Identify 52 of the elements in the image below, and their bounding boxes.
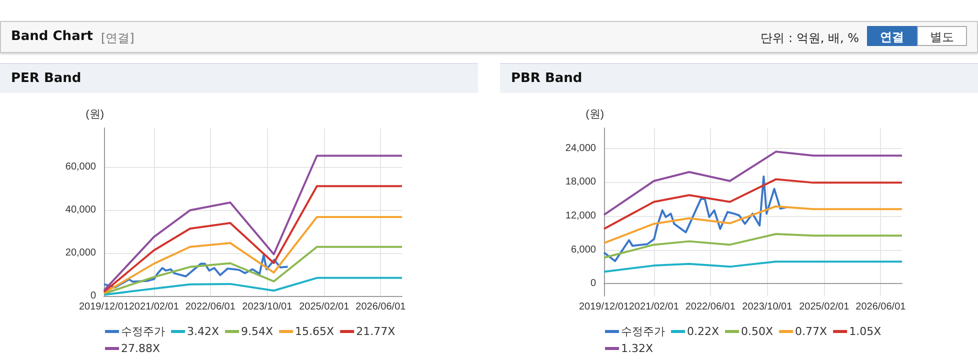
legend-label: 3.42X bbox=[187, 325, 220, 338]
legend-label: 수정주가 bbox=[121, 325, 165, 338]
x-tick-label: 2023/10/01 bbox=[242, 302, 293, 312]
line-series bbox=[603, 260, 903, 273]
y-tick-label: 24,000 bbox=[565, 142, 596, 154]
legend-label: 27.88X bbox=[121, 342, 160, 355]
toggle-button: 별도 bbox=[917, 26, 967, 46]
line-series bbox=[603, 175, 789, 262]
text: Band Chart bbox=[11, 29, 93, 44]
line-series bbox=[603, 178, 903, 230]
legend-label: 0.22X bbox=[687, 325, 720, 338]
toggle-button-selected: 연결 bbox=[867, 26, 917, 46]
y-axis-title: (원) bbox=[586, 108, 604, 120]
x-tick-label: 2026/06/01 bbox=[356, 302, 406, 312]
chart-title: PBR Band bbox=[500, 63, 978, 93]
y-tick-label: 40,000 bbox=[65, 204, 96, 216]
legend-label: 1.05X bbox=[849, 325, 882, 338]
legend-label: 0.50X bbox=[741, 325, 774, 338]
line-series bbox=[103, 216, 403, 294]
x-tick-label: 2025/02/01 bbox=[299, 302, 350, 312]
line-series bbox=[103, 254, 289, 288]
x-tick-label: 2025/02/01 bbox=[799, 302, 850, 312]
x-tick-label: 2019/12/01 bbox=[78, 302, 130, 312]
line-series bbox=[603, 232, 903, 259]
y-tick-label: 20,000 bbox=[65, 247, 96, 258]
chart-title: PER Band bbox=[0, 63, 478, 93]
y-tick-label: 6,000 bbox=[570, 244, 596, 256]
y-tick-label: 0 bbox=[590, 278, 596, 290]
line-series bbox=[603, 150, 903, 216]
x-tick-label: 2021/02/01 bbox=[628, 302, 680, 312]
line-series bbox=[103, 185, 403, 293]
text: [연결] bbox=[101, 30, 134, 47]
y-tick-label: 0 bbox=[90, 290, 96, 302]
x-tick-label: 2021/02/01 bbox=[128, 302, 180, 312]
x-tick-label: 2026/06/01 bbox=[856, 302, 906, 312]
y-axis-title: (원) bbox=[86, 108, 104, 120]
legend-label: 21.77X bbox=[356, 325, 396, 338]
legend-label: 15.65X bbox=[295, 325, 335, 338]
legend-label: 1.32X bbox=[621, 342, 654, 355]
x-tick-label: 2019/12/01 bbox=[578, 302, 630, 312]
x-tick-label: 2022/06/01 bbox=[685, 302, 736, 312]
text: 단위 : 억원, 배, % bbox=[760, 30, 859, 47]
legend-label: 9.54X bbox=[241, 325, 274, 338]
y-tick-label: 18,000 bbox=[565, 176, 596, 188]
line-series bbox=[103, 154, 403, 292]
y-tick-label: 60,000 bbox=[65, 161, 96, 172]
legend-label: 0.77X bbox=[795, 325, 828, 338]
x-tick-label: 2023/10/01 bbox=[742, 302, 793, 312]
x-tick-label: 2022/06/01 bbox=[185, 302, 236, 312]
legend-label: 수정주가 bbox=[621, 325, 665, 338]
y-tick-label: 12,000 bbox=[565, 210, 596, 222]
line-series bbox=[603, 205, 903, 244]
